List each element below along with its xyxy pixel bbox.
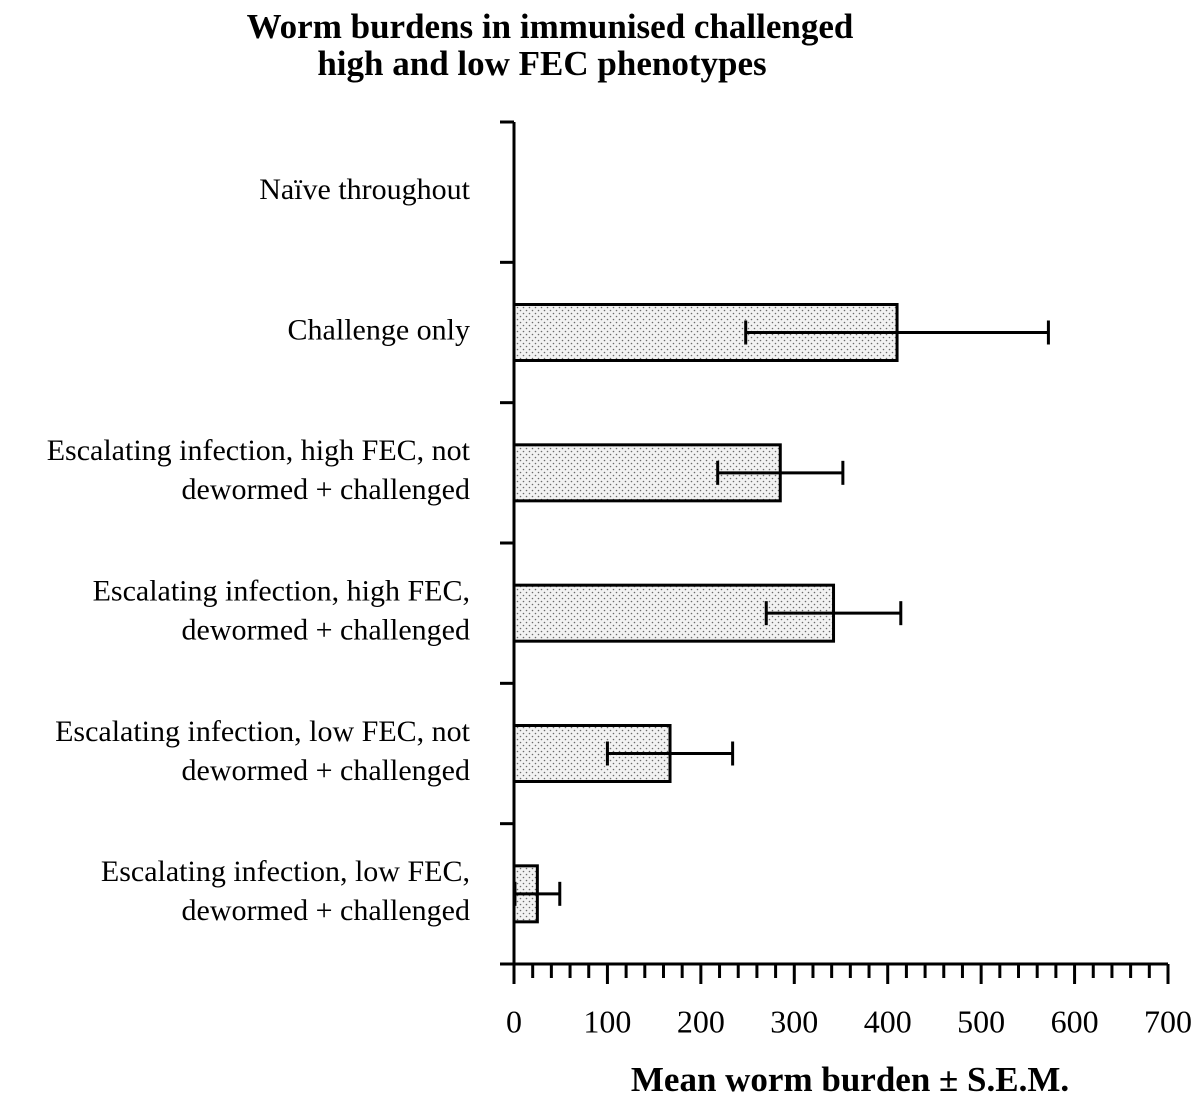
category-label: dewormed + challenged (182, 754, 470, 787)
x-tick-label: 500 (957, 1003, 1005, 1039)
category-label: Challenge only (288, 313, 470, 346)
category-label: dewormed + challenged (182, 473, 470, 506)
x-tick-label: 100 (583, 1003, 631, 1039)
x-tick-label: 400 (864, 1003, 912, 1039)
category-label: dewormed + challenged (182, 894, 470, 927)
x-tick-label: 300 (770, 1003, 818, 1039)
x-tick-label: 600 (1051, 1003, 1099, 1039)
plot-area: 0 100 200 300 400 500 600 700 Naïve throughout Ch… (47, 120, 1192, 1039)
x-tick-label: 700 (1144, 1003, 1192, 1039)
x-tick-label: 0 (506, 1003, 522, 1039)
category-label: Escalating infection, low FEC, not (55, 715, 471, 748)
category-label: dewormed + challenged (182, 614, 470, 647)
x-axis-title: Mean worm burden ± S.E.M. (631, 1060, 1069, 1097)
category-label: Escalating infection, high FEC, not (47, 434, 471, 467)
category-label: Naïve throughout (259, 173, 470, 206)
category-label: Escalating infection, high FEC, (93, 575, 470, 608)
category-label: Escalating infection, low FEC, (101, 855, 470, 888)
chart-title-line-2: high and low FEC phenotypes (317, 44, 766, 83)
chart-title-line-1: Worm burdens in immunised challenged (247, 7, 854, 46)
x-tick-label: 200 (677, 1003, 725, 1039)
